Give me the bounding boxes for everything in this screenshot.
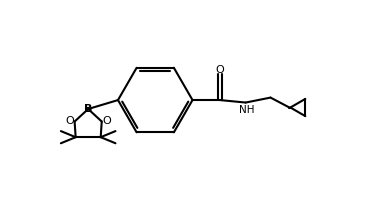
Text: NH: NH [239,104,254,114]
Text: B: B [84,104,92,114]
Text: O: O [65,116,74,126]
Text: O: O [215,65,224,75]
Text: O: O [102,116,111,126]
